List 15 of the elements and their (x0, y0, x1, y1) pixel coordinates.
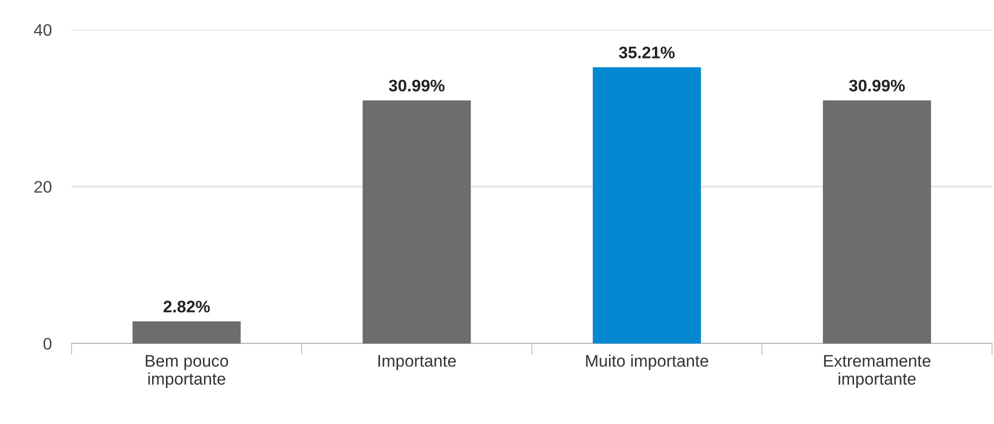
data-label: 35.21% (618, 46, 675, 58)
y-tick-label: 40 (34, 24, 52, 36)
bar (822, 100, 932, 344)
bar (132, 321, 241, 344)
data-label: 2.82% (164, 300, 210, 312)
data-label: 30.99% (388, 80, 445, 92)
x-tick-label: Extremamente importante (824, 355, 930, 388)
bar (362, 100, 471, 344)
x-tick-label: Importante (378, 355, 456, 370)
y-tick-label: 20 (34, 180, 52, 193)
x-tick-label: Bem pouco importante (146, 355, 228, 388)
y-tick-label: 0 (44, 338, 52, 350)
x-tick-label: Muito importante (586, 354, 708, 370)
data-label: 30.99% (849, 80, 905, 92)
bar (592, 67, 701, 344)
